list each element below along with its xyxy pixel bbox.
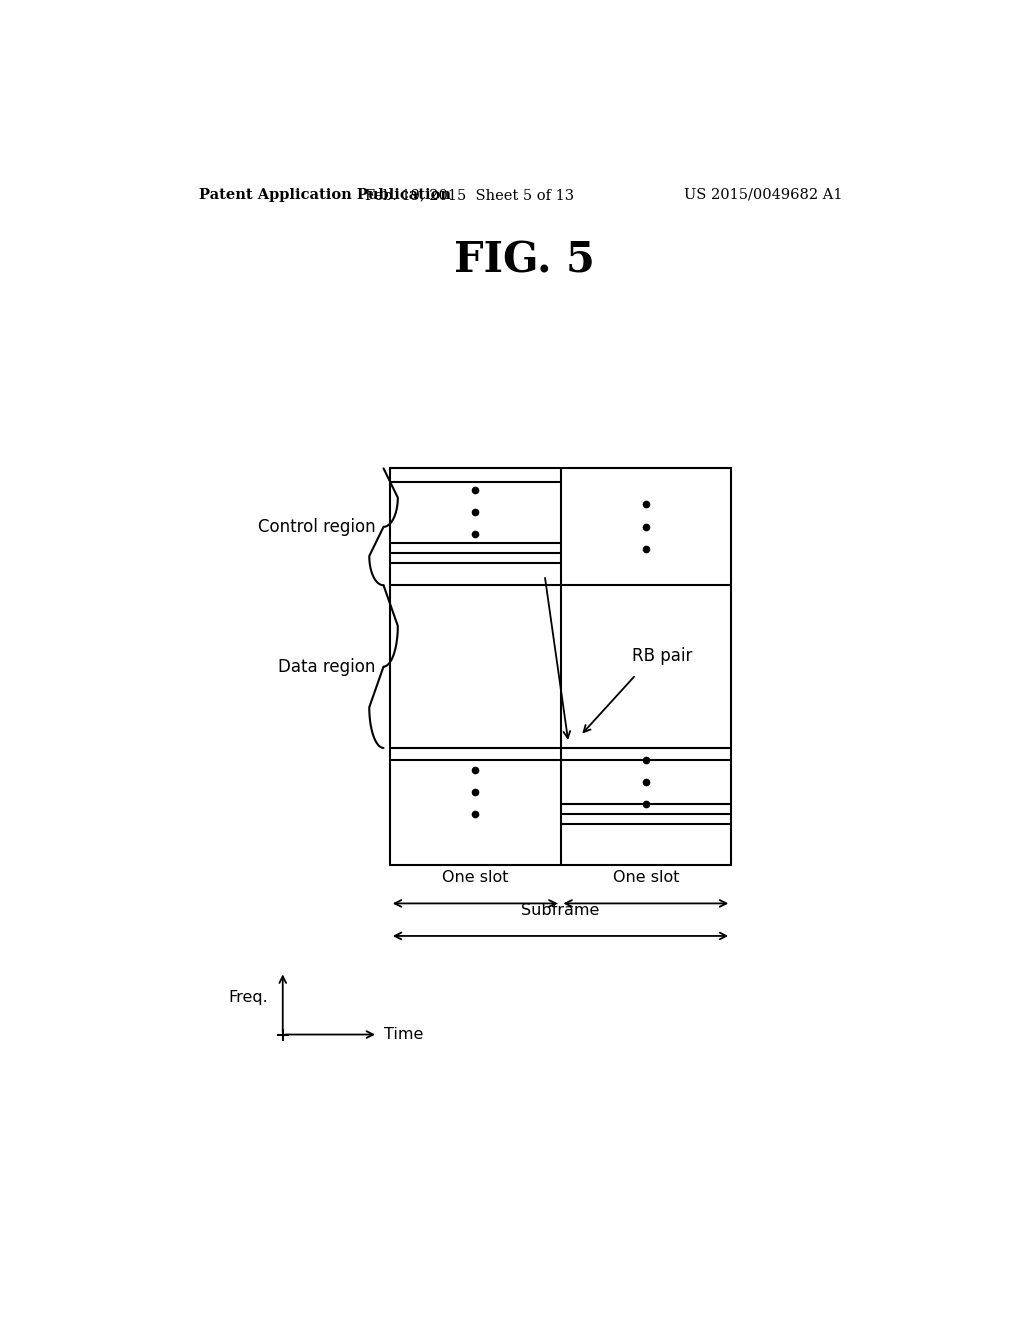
Text: Time: Time — [384, 1027, 424, 1041]
Text: Freq.: Freq. — [228, 990, 268, 1006]
Text: FIG. 5: FIG. 5 — [455, 239, 595, 281]
Text: Control region: Control region — [258, 517, 376, 536]
Text: Data region: Data region — [279, 657, 376, 676]
Text: One slot: One slot — [442, 870, 509, 886]
Text: Patent Application Publication: Patent Application Publication — [200, 187, 452, 202]
Text: RB pair: RB pair — [632, 647, 692, 665]
Text: US 2015/0049682 A1: US 2015/0049682 A1 — [684, 187, 842, 202]
Text: Feb. 19, 2015  Sheet 5 of 13: Feb. 19, 2015 Sheet 5 of 13 — [365, 187, 573, 202]
Text: Subframe: Subframe — [521, 903, 600, 917]
Text: One slot: One slot — [612, 870, 679, 886]
